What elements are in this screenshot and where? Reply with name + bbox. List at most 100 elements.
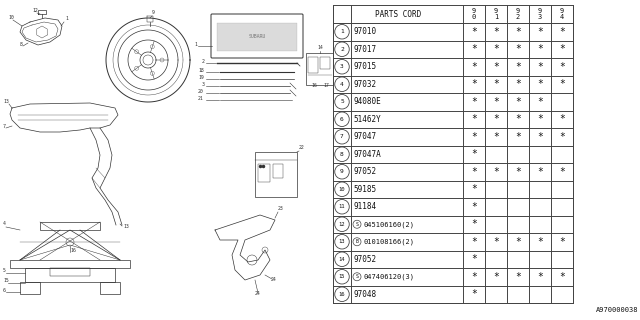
- Text: *: *: [471, 167, 477, 177]
- Text: *: *: [537, 167, 543, 177]
- Bar: [50, 268, 90, 276]
- Text: *: *: [471, 289, 477, 299]
- Bar: [258, 164, 270, 182]
- Text: *: *: [537, 44, 543, 54]
- Text: 0: 0: [472, 14, 476, 20]
- Text: SUBARU: SUBARU: [248, 34, 266, 38]
- Text: 2: 2: [202, 59, 205, 64]
- Text: *: *: [559, 27, 565, 37]
- Bar: [217, 23, 297, 51]
- Text: 010108166(2): 010108166(2): [363, 238, 414, 245]
- Text: *: *: [471, 254, 477, 264]
- Text: *: *: [559, 62, 565, 72]
- Text: 5: 5: [3, 268, 6, 273]
- Text: 1: 1: [65, 16, 68, 21]
- Bar: [10, 260, 130, 268]
- Text: *: *: [471, 132, 477, 142]
- Text: 24: 24: [255, 291, 260, 296]
- Text: 4: 4: [3, 221, 6, 226]
- Text: 24: 24: [271, 277, 276, 282]
- Text: 97017: 97017: [353, 45, 376, 54]
- Text: 4: 4: [340, 82, 344, 87]
- Text: 1: 1: [340, 29, 344, 34]
- Text: *: *: [559, 114, 565, 124]
- Text: 4: 4: [560, 14, 564, 20]
- Text: *: *: [515, 272, 521, 282]
- Text: 14: 14: [317, 45, 323, 50]
- Text: *: *: [493, 62, 499, 72]
- Text: 7: 7: [340, 134, 344, 139]
- Text: 2: 2: [516, 14, 520, 20]
- Text: *: *: [471, 184, 477, 194]
- Text: 9: 9: [494, 8, 498, 14]
- Text: *: *: [559, 272, 565, 282]
- Bar: [333, 5, 573, 303]
- Text: 91184: 91184: [353, 202, 376, 211]
- Text: 1: 1: [494, 14, 498, 20]
- Text: 19: 19: [198, 75, 204, 80]
- Text: 5: 5: [340, 99, 344, 104]
- Text: *: *: [537, 272, 543, 282]
- Text: S: S: [356, 222, 358, 227]
- Text: 1: 1: [194, 42, 197, 47]
- Text: 045106160(2): 045106160(2): [363, 221, 414, 228]
- Text: 3: 3: [202, 82, 205, 87]
- Text: *: *: [559, 237, 565, 247]
- Text: 97048: 97048: [353, 290, 376, 299]
- Text: *: *: [493, 97, 499, 107]
- Text: *: *: [537, 237, 543, 247]
- Text: *: *: [537, 114, 543, 124]
- Text: B: B: [356, 239, 358, 244]
- Text: PARTS CORD: PARTS CORD: [375, 10, 421, 19]
- Text: 8: 8: [20, 42, 23, 47]
- Text: *: *: [471, 114, 477, 124]
- Text: *: *: [493, 237, 499, 247]
- Text: 16: 16: [311, 83, 317, 88]
- Text: *: *: [537, 97, 543, 107]
- Text: *: *: [537, 27, 543, 37]
- Text: *: *: [515, 132, 521, 142]
- Text: *: *: [515, 62, 521, 72]
- Text: 3: 3: [538, 14, 542, 20]
- Text: *: *: [471, 44, 477, 54]
- Text: *: *: [515, 167, 521, 177]
- Bar: [100, 282, 120, 294]
- Text: *: *: [559, 132, 565, 142]
- Text: 9: 9: [560, 8, 564, 14]
- Text: 12: 12: [339, 222, 345, 227]
- Text: 16: 16: [70, 248, 76, 253]
- Text: 14: 14: [339, 257, 345, 262]
- Text: *: *: [493, 79, 499, 89]
- Bar: [306, 53, 334, 85]
- Text: S: S: [356, 274, 358, 279]
- Text: 15: 15: [339, 274, 345, 279]
- Text: 7: 7: [3, 124, 6, 129]
- Text: *: *: [559, 167, 565, 177]
- Text: 3: 3: [340, 64, 344, 69]
- Text: 9: 9: [340, 169, 344, 174]
- Text: 21: 21: [198, 96, 204, 101]
- Text: 97052: 97052: [353, 255, 376, 264]
- Text: *: *: [493, 44, 499, 54]
- Text: *: *: [471, 62, 477, 72]
- Text: *: *: [471, 272, 477, 282]
- Text: 97052: 97052: [353, 167, 376, 176]
- Text: *: *: [493, 132, 499, 142]
- Text: *: *: [471, 202, 477, 212]
- Text: 51462Y: 51462Y: [353, 115, 381, 124]
- Text: *: *: [515, 237, 521, 247]
- Text: 9: 9: [152, 10, 155, 15]
- Text: 9: 9: [538, 8, 542, 14]
- Text: 97010: 97010: [353, 27, 376, 36]
- Bar: [320, 57, 330, 69]
- Text: *: *: [471, 149, 477, 159]
- Text: 59185: 59185: [353, 185, 376, 194]
- Text: 97047: 97047: [353, 132, 376, 141]
- Text: 9: 9: [472, 8, 476, 14]
- Bar: [308, 57, 318, 73]
- Text: *: *: [515, 79, 521, 89]
- Text: *: *: [471, 79, 477, 89]
- Text: 13: 13: [3, 99, 9, 104]
- Text: 97032: 97032: [353, 80, 376, 89]
- Text: *: *: [493, 167, 499, 177]
